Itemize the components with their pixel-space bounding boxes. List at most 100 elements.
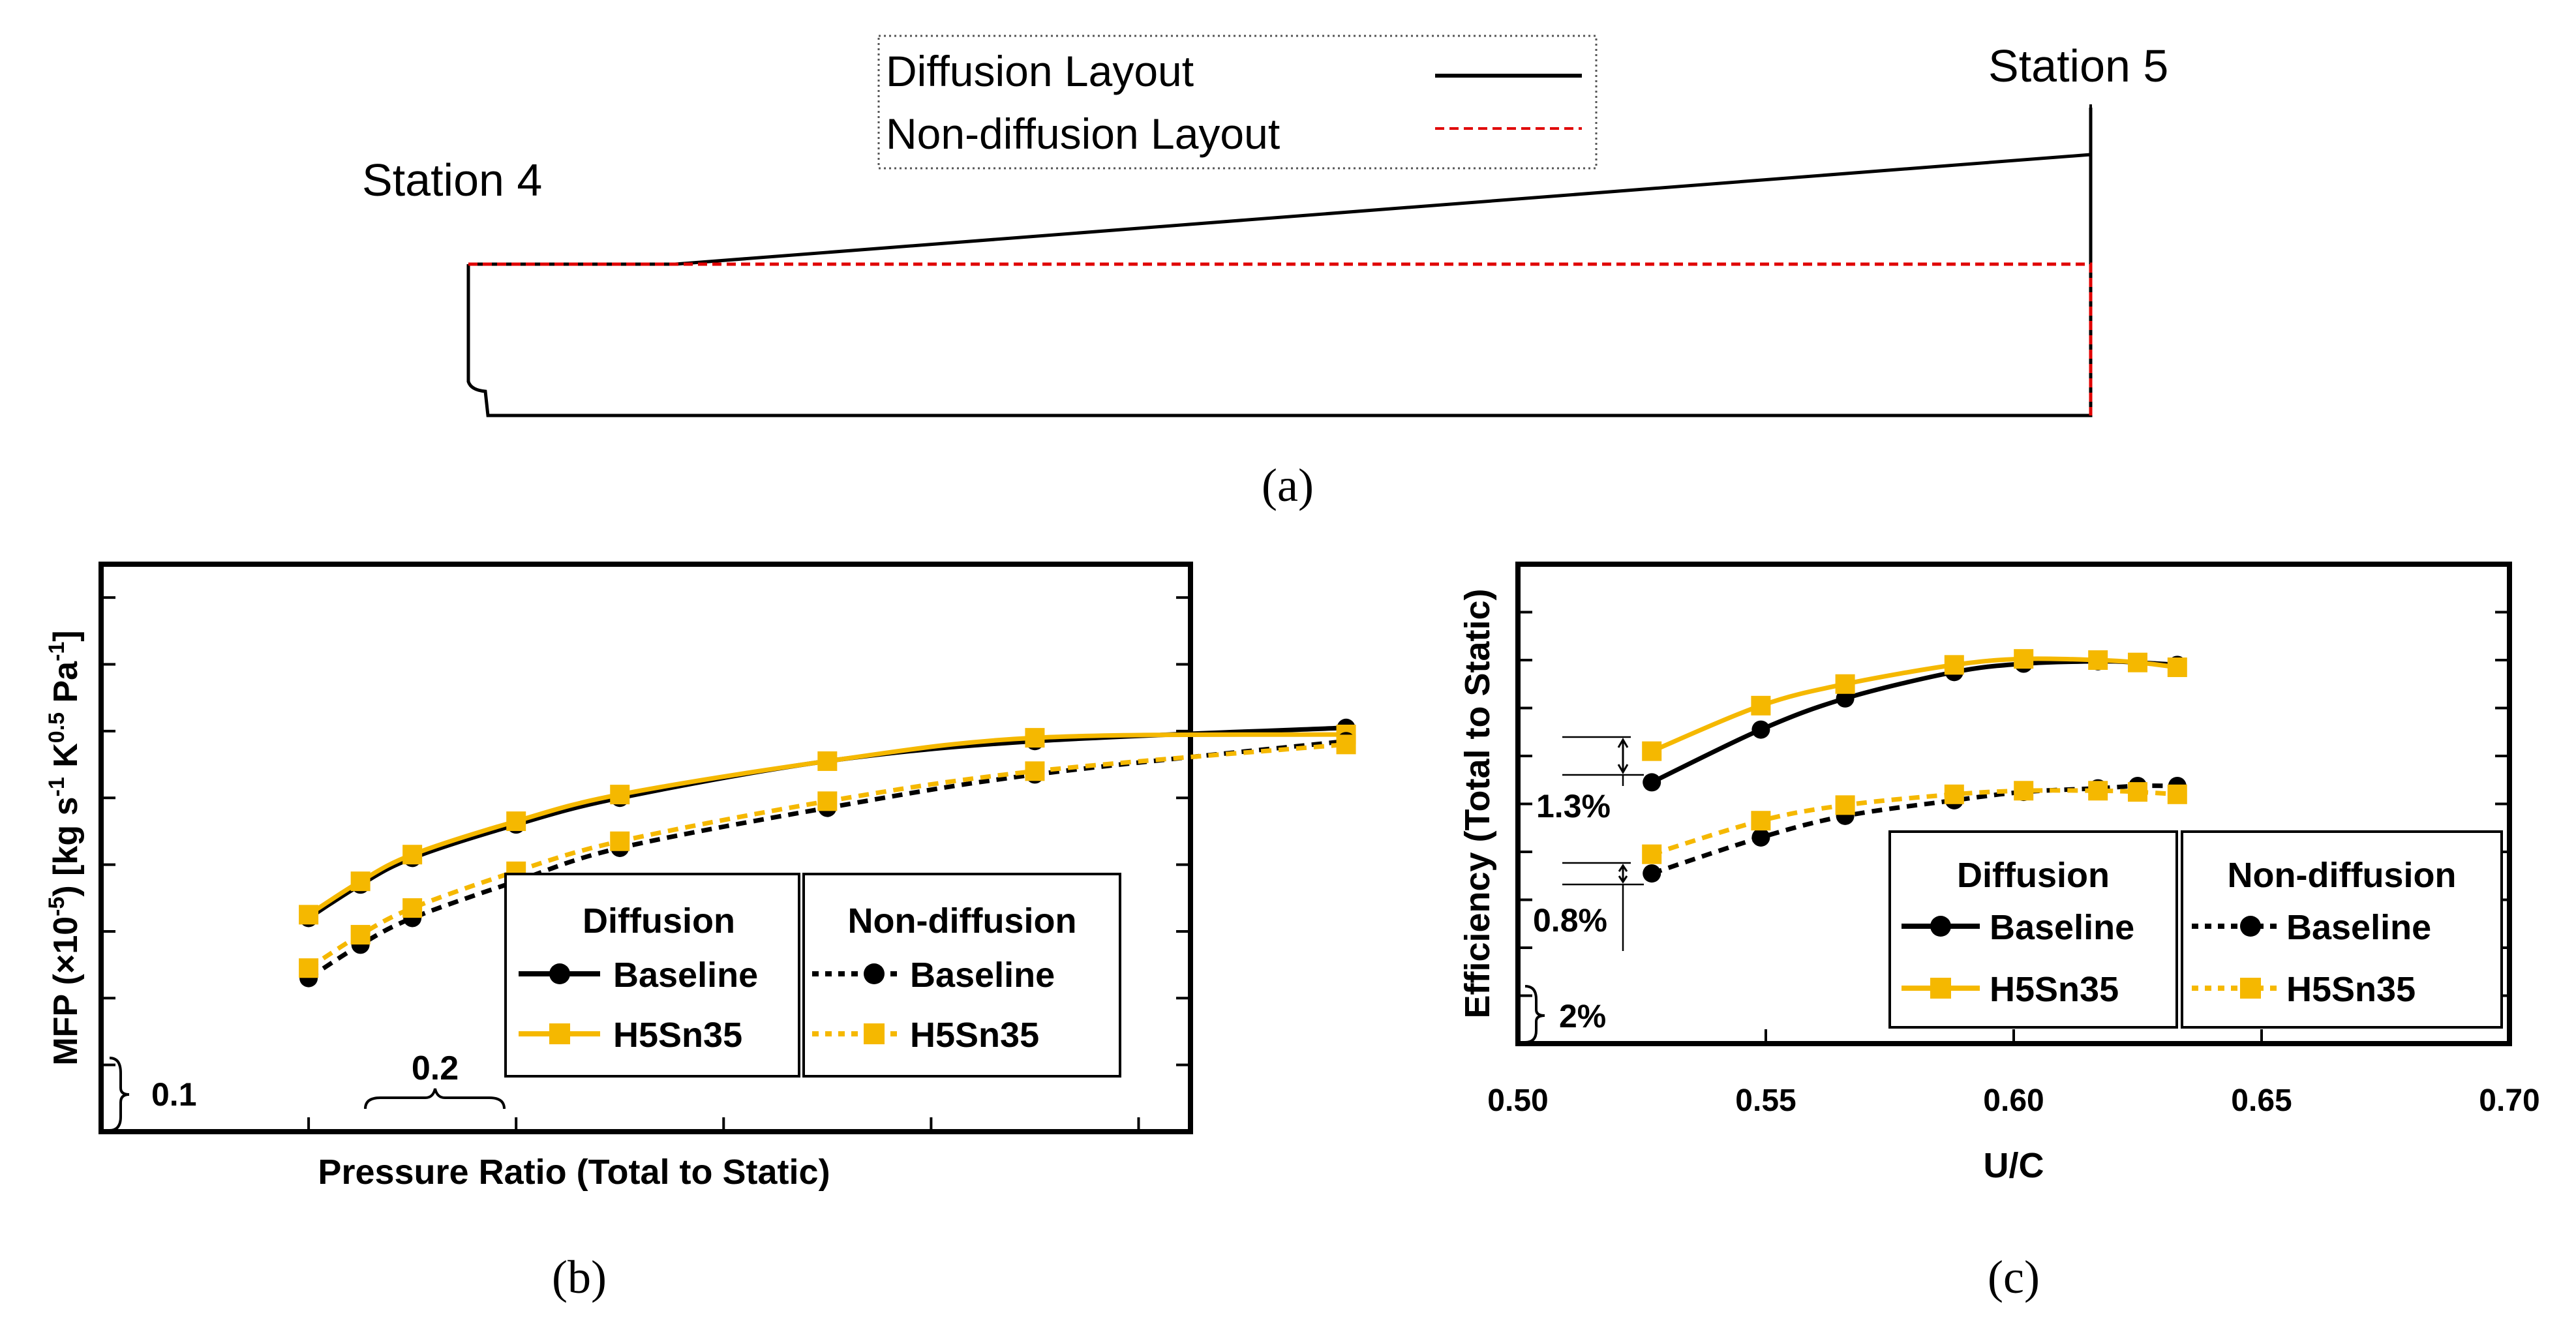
c-point-diffusion-h5sn35	[2014, 649, 2034, 669]
panel-c-legend-diff-h5sn35-marker	[1930, 978, 1951, 999]
panel-c-annotation-2-label: 0.8%	[1533, 902, 1607, 939]
b-line-non-diffusion-baseline	[307, 738, 1346, 980]
panel-b-xlabel: Pressure Ratio (Total to Static)	[318, 1153, 830, 1192]
panel-b-y-scale-brace	[109, 1057, 130, 1132]
panel-b-legend-diffusion-title: Diffusion	[583, 901, 735, 941]
c-point-non-diffusion-h5sn35	[2014, 781, 2034, 801]
c-point-non-diffusion-baseline	[1751, 828, 1770, 847]
c-point-non-diffusion-h5sn35	[1642, 844, 1662, 864]
station-4-label: Station 4	[362, 155, 542, 205]
panel-c-x-tick-label: 0.55	[1735, 1083, 1796, 1118]
c-point-diffusion-h5sn35	[1642, 741, 1662, 761]
caption-b: (b)	[552, 1251, 607, 1303]
b-point-non-diffusion-h5sn35	[402, 898, 423, 918]
panel-b-ylabel: MFP (×10-5) [kg s-1 K0.5 Pa-1]	[44, 630, 85, 1065]
legend-nondiffusion-layout: Non-diffusion Layout	[886, 110, 1280, 158]
b-point-diffusion-h5sn35	[506, 811, 526, 832]
panel-c-annotation-1-label: 1.3%	[1536, 788, 1611, 824]
c-point-diffusion-baseline	[1751, 720, 1770, 739]
panel-c-legend-diff-baseline-marker	[1930, 916, 1951, 937]
panel-c-annotation-1	[1562, 736, 1644, 786]
panel-b-legend-nondiffusion-title: Non-diffusion	[848, 901, 1077, 941]
panel-b-legend-diff-baseline-marker	[549, 963, 570, 984]
c-point-non-diffusion-baseline	[1643, 864, 1661, 883]
panel-c-x-tick-label: 0.60	[1983, 1083, 2044, 1118]
panel-b-legend-diff-h5sn35-label: H5Sn35	[613, 1016, 742, 1055]
panel-c-annotation-2	[1562, 862, 1644, 951]
panel-c-x-tick-labels: 0.50 0.55 0.60 0.65 0.70	[1487, 1083, 2539, 1118]
b-point-diffusion-h5sn35	[299, 905, 319, 925]
c-point-non-diffusion-h5sn35	[1944, 784, 1964, 804]
panel-c-legend-diffusion-title: Diffusion	[1957, 856, 2110, 895]
c-point-diffusion-h5sn35	[1751, 695, 1771, 716]
b-line-non-diffusion-h5sn35	[307, 742, 1346, 971]
b-point-non-diffusion-h5sn35	[817, 791, 838, 811]
caption-c: (c)	[1988, 1251, 2040, 1303]
diffusion-layout-outline	[466, 108, 2093, 417]
panel-a: Diffusion Layout Non-diffusion Layout St…	[362, 35, 2168, 511]
b-point-diffusion-h5sn35	[1025, 728, 1045, 748]
panel-c-ticks	[1518, 611, 2509, 1044]
b-point-diffusion-h5sn35	[350, 871, 371, 892]
c-point-diffusion-h5sn35	[1944, 655, 1964, 675]
c-point-diffusion-h5sn35	[2088, 650, 2108, 670]
legend-diffusion-layout: Diffusion Layout	[886, 47, 1194, 95]
panel-b-legend-nondiff-baseline-marker	[864, 963, 885, 984]
caption-a: (a)	[1262, 459, 1314, 511]
b-point-non-diffusion-h5sn35	[299, 958, 319, 978]
panel-b-legend-nondiff-baseline-label: Baseline	[910, 956, 1055, 995]
c-point-non-diffusion-h5sn35	[2167, 784, 2187, 804]
b-point-non-diffusion-h5sn35	[610, 831, 630, 851]
station-5-label: Station 5	[1988, 40, 2168, 91]
panel-c-legend-nondiffusion-box	[2181, 830, 2503, 1029]
b-point-diffusion-h5sn35	[402, 845, 423, 865]
c-point-diffusion-h5sn35	[2128, 652, 2147, 672]
c-point-diffusion-baseline	[1643, 773, 1661, 792]
panel-c-plot	[1642, 649, 2187, 883]
c-point-non-diffusion-h5sn35	[1835, 795, 1855, 815]
panel-c-x-tick-label: 0.70	[2479, 1083, 2539, 1118]
c-point-diffusion-baseline	[1836, 689, 1855, 708]
b-line-diffusion-h5sn35	[307, 732, 1346, 917]
panel-b-legend-diff-h5sn35-marker	[549, 1023, 570, 1044]
panel-c: Efficiency (Total to Static) U/C 0.50 0.…	[1458, 562, 2540, 1303]
layout-legend-box	[877, 35, 1598, 170]
panel-b-y-scale-label: 0.1	[151, 1076, 197, 1113]
panel-b-ticks	[101, 596, 1190, 1132]
panel-b-x-scale-label: 0.2	[412, 1049, 459, 1087]
b-line-diffusion-baseline	[307, 725, 1346, 920]
c-point-non-diffusion-h5sn35	[2088, 781, 2108, 801]
b-point-diffusion-h5sn35	[817, 751, 838, 771]
c-point-diffusion-h5sn35	[1835, 674, 1855, 694]
nondiffusion-shroud-line	[468, 262, 2093, 415]
panel-c-y-scale-brace	[1524, 985, 1545, 1044]
panel-b: MFP (×10-5) [kg s-1 K0.5 Pa-1] Pressure …	[44, 562, 1356, 1303]
panel-b-legend-nondiff-h5sn35-marker	[864, 1023, 885, 1044]
b-point-non-diffusion-h5sn35	[350, 925, 371, 945]
panel-c-legend-nondiff-h5sn35-label: H5Sn35	[2286, 970, 2416, 1009]
panel-c-legend-nondiff-h5sn35-marker	[2240, 978, 2261, 999]
b-point-diffusion-h5sn35	[610, 785, 630, 805]
panel-c-ylabel: Efficiency (Total to Static)	[1458, 588, 1497, 1018]
panel-c-x-tick-label: 0.65	[2231, 1083, 2292, 1118]
panel-c-xlabel: U/C	[1984, 1146, 2044, 1185]
panel-b-legend-diff-baseline-label: Baseline	[613, 956, 758, 995]
panel-b-frame	[98, 562, 1193, 1134]
b-point-non-diffusion-h5sn35	[1025, 761, 1045, 781]
panel-c-legend-diff-h5sn35-label: H5Sn35	[1990, 970, 2119, 1009]
panel-b-legend-nondiff-h5sn35-label: H5Sn35	[910, 1016, 1039, 1055]
b-point-non-diffusion-h5sn35	[1336, 734, 1356, 755]
panel-c-legend-nondiff-baseline-label: Baseline	[2286, 908, 2431, 947]
diffusion-shroud-line	[468, 153, 2091, 266]
panel-c-x-tick-label: 0.50	[1487, 1083, 1548, 1118]
panel-c-legend-nondiffusion-title: Non-diffusion	[2228, 856, 2457, 895]
panel-b-x-scale-brace	[364, 1088, 506, 1109]
c-line-diffusion-h5sn35	[1650, 656, 2178, 753]
c-line-diffusion-baseline	[1650, 659, 2178, 785]
panel-c-legend-nondiff-baseline-marker	[2240, 916, 2261, 937]
panel-c-y-scale-label: 2%	[1559, 998, 1606, 1034]
panel-c-legend-diff-baseline-label: Baseline	[1990, 908, 2134, 947]
c-point-diffusion-h5sn35	[2167, 657, 2187, 678]
c-point-non-diffusion-h5sn35	[1751, 811, 1771, 831]
